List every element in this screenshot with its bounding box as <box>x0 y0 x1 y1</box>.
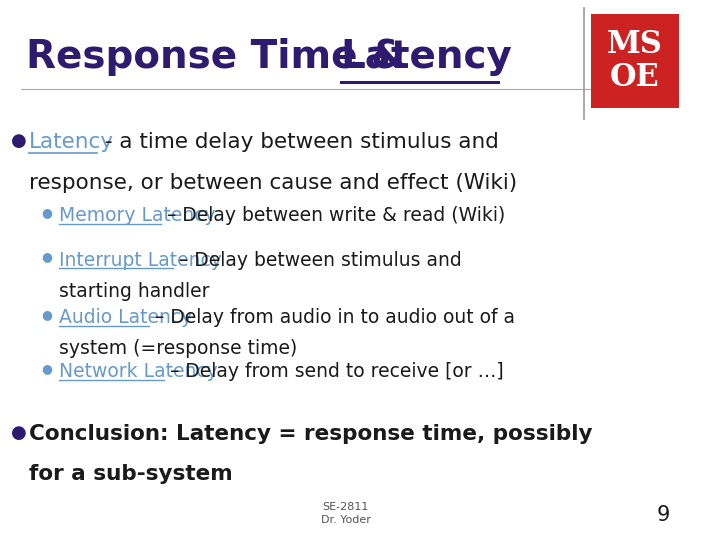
Text: Network Latency: Network Latency <box>59 362 217 381</box>
Text: – Delay from send to receive [or …]: – Delay from send to receive [or …] <box>163 362 503 381</box>
Text: ●: ● <box>42 206 53 219</box>
Text: ●: ● <box>42 362 53 375</box>
Text: system (=response time): system (=response time) <box>59 339 297 358</box>
Text: for a sub-system: for a sub-system <box>29 464 233 484</box>
Text: MS
OE: MS OE <box>607 29 663 93</box>
Text: - a time delay between stimulus and: - a time delay between stimulus and <box>98 132 499 152</box>
Text: Audio Latency: Audio Latency <box>59 308 192 327</box>
Text: – Delay from audio in to audio out of a: – Delay from audio in to audio out of a <box>148 308 515 327</box>
Text: response, or between cause and effect (Wiki): response, or between cause and effect (W… <box>29 173 517 193</box>
Text: SE-2811
Dr. Yoder: SE-2811 Dr. Yoder <box>320 503 371 525</box>
Text: – Delay between write & read (Wiki): – Delay between write & read (Wiki) <box>161 206 505 225</box>
Text: Conclusion: Latency = response time, possibly: Conclusion: Latency = response time, pos… <box>29 424 593 444</box>
Text: 9: 9 <box>657 505 670 525</box>
Text: ●: ● <box>42 251 53 264</box>
Text: Latency: Latency <box>29 132 114 152</box>
Text: – Delay between stimulus and: – Delay between stimulus and <box>173 251 462 269</box>
Text: Latency: Latency <box>341 38 513 76</box>
Text: ●: ● <box>12 132 27 150</box>
Text: ●: ● <box>42 308 53 321</box>
Text: Response Time &: Response Time & <box>26 38 419 76</box>
Text: Interrupt Latency: Interrupt Latency <box>59 251 222 269</box>
Text: starting handler: starting handler <box>59 282 210 301</box>
Text: ●: ● <box>12 424 27 442</box>
Text: Memory Latency: Memory Latency <box>59 206 215 225</box>
FancyBboxPatch shape <box>591 14 679 108</box>
